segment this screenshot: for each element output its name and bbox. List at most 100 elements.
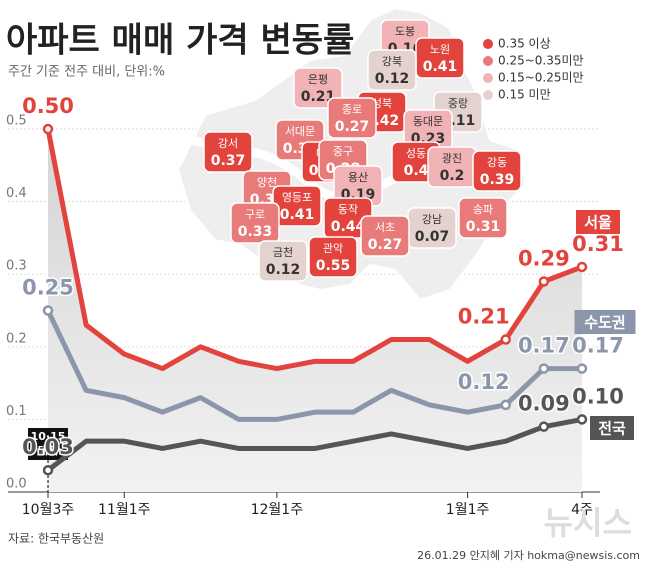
district-value: 0.31 <box>466 219 501 235</box>
value-label: 0.12 <box>458 370 510 394</box>
y-tick-label: 0.4 <box>6 186 27 201</box>
series-line <box>45 309 582 422</box>
district-name: 강남 <box>422 213 442 226</box>
district-name: 종로 <box>342 103 362 116</box>
district <box>230 202 280 244</box>
district-name: 관악 <box>323 242 343 255</box>
source: 자료: 한국부동산원 <box>8 532 104 546</box>
value-label: 0.29 <box>518 246 570 270</box>
x-tick-label: 10월3주 <box>22 502 75 518</box>
point <box>42 305 54 316</box>
watermark: 뉴시스 <box>544 504 632 542</box>
point <box>42 464 54 476</box>
district-name: 강동 <box>487 156 507 169</box>
value-label: 0.21 <box>458 305 510 329</box>
legend-swatch <box>483 39 493 49</box>
district-value: 0.27 <box>335 119 370 135</box>
map-legend-label: 0.15 미만 <box>498 88 551 102</box>
value-label: 0.10 <box>572 384 624 408</box>
district <box>258 240 308 282</box>
district-value: 0.27 <box>368 237 403 253</box>
value-label: 0.03 <box>22 435 74 459</box>
district <box>360 215 410 257</box>
point <box>538 363 550 374</box>
district-name: 중구 <box>333 145 353 158</box>
district <box>472 150 522 192</box>
district-name: 은평 <box>308 73 328 86</box>
district-value: 0.4 <box>404 163 429 179</box>
district <box>367 49 417 91</box>
y-tick-label: 0.1 <box>6 404 27 419</box>
x-tick-label: 11월1주 <box>98 502 151 518</box>
district-name: 금천 <box>273 245 293 259</box>
point <box>576 261 588 273</box>
point <box>500 399 511 411</box>
value-label: 0.50 <box>22 94 74 118</box>
district-name: 용산 <box>348 171 368 184</box>
legend-swatch <box>483 73 493 83</box>
point <box>576 363 588 374</box>
legend-label: 전국 <box>598 420 626 438</box>
district-name: 동작 <box>338 203 358 216</box>
district-name: 서초 <box>375 221 395 234</box>
series-line <box>45 128 583 372</box>
district-name: 성북 <box>372 97 392 110</box>
district <box>293 67 343 109</box>
annotation: 10·15 대책 <box>31 430 66 457</box>
legend-box <box>576 210 620 234</box>
series-line <box>46 416 583 473</box>
map-legend-label: 0.35 이상 <box>498 37 551 51</box>
district-name: 중랑 <box>448 97 468 110</box>
district-name: 도봉 <box>395 25 415 38</box>
district-name: 노원 <box>430 43 450 56</box>
legend-swatch <box>483 56 493 66</box>
value-label: 0.17 <box>572 334 624 358</box>
legend-box <box>574 310 636 334</box>
area <box>48 129 582 492</box>
value-label: 0.09 <box>518 392 570 416</box>
annotation-box <box>28 428 68 460</box>
district-value: 0.37 <box>211 153 246 169</box>
subtitle: 주간 기준 전주 대비, 단위:% <box>8 65 165 80</box>
plot: 0.0 0.1 0.2 0.3 0.4 0.5 10월3주 11월1주 12월1주 1월1주 4주 1… <box>6 93 636 518</box>
value-label: 0.25 <box>22 276 74 300</box>
x-tick-label: 12월1주 <box>251 502 304 518</box>
district <box>203 131 253 173</box>
y-tick-label: 0.0 <box>6 477 27 492</box>
map-legend-label: 0.25~0.35미만 <box>498 54 584 68</box>
district-value: 0.12 <box>266 262 301 278</box>
value-label: 0.31 <box>572 232 624 256</box>
district-name: 송파 <box>473 203 493 216</box>
credit: 26.01.29 안지혜 기자 hokma@newsis.com <box>417 549 640 562</box>
district-name: 광진 <box>442 152 462 165</box>
district-name: 동대문 <box>413 115 443 128</box>
value-label: 0.17 <box>518 334 570 358</box>
point <box>576 414 588 425</box>
district-name: 강북 <box>382 55 402 68</box>
district <box>458 197 508 239</box>
point <box>500 334 511 345</box>
x-tick-label: 4주 <box>571 502 593 518</box>
district-name: 성동 <box>406 147 426 160</box>
district-value: 0.39 <box>480 172 515 188</box>
title: 아파트 매매 가격 변동률 <box>6 21 354 61</box>
district-name: 양천 <box>257 175 277 189</box>
point <box>538 276 550 287</box>
point <box>42 123 54 135</box>
legend-box <box>590 416 634 440</box>
x-tick-label: 1월1주 <box>446 502 490 518</box>
legend-swatch <box>483 90 493 100</box>
map-legend-label: 0.15~0.25미만 <box>498 71 584 85</box>
district-value: 0.33 <box>238 224 273 240</box>
district-value: 0.21 <box>301 89 336 105</box>
y-tick-label: 0.3 <box>6 259 27 274</box>
legend-label: 서울 <box>584 214 612 232</box>
y-tick-label: 0.2 <box>6 331 27 346</box>
district-name: 영등포 <box>282 191 312 204</box>
district-name: 서대문 <box>285 125 315 138</box>
district-value: 0.12 <box>375 71 410 87</box>
legend-label: 수도권 <box>584 314 625 332</box>
district-value: 0.2 <box>440 168 465 184</box>
